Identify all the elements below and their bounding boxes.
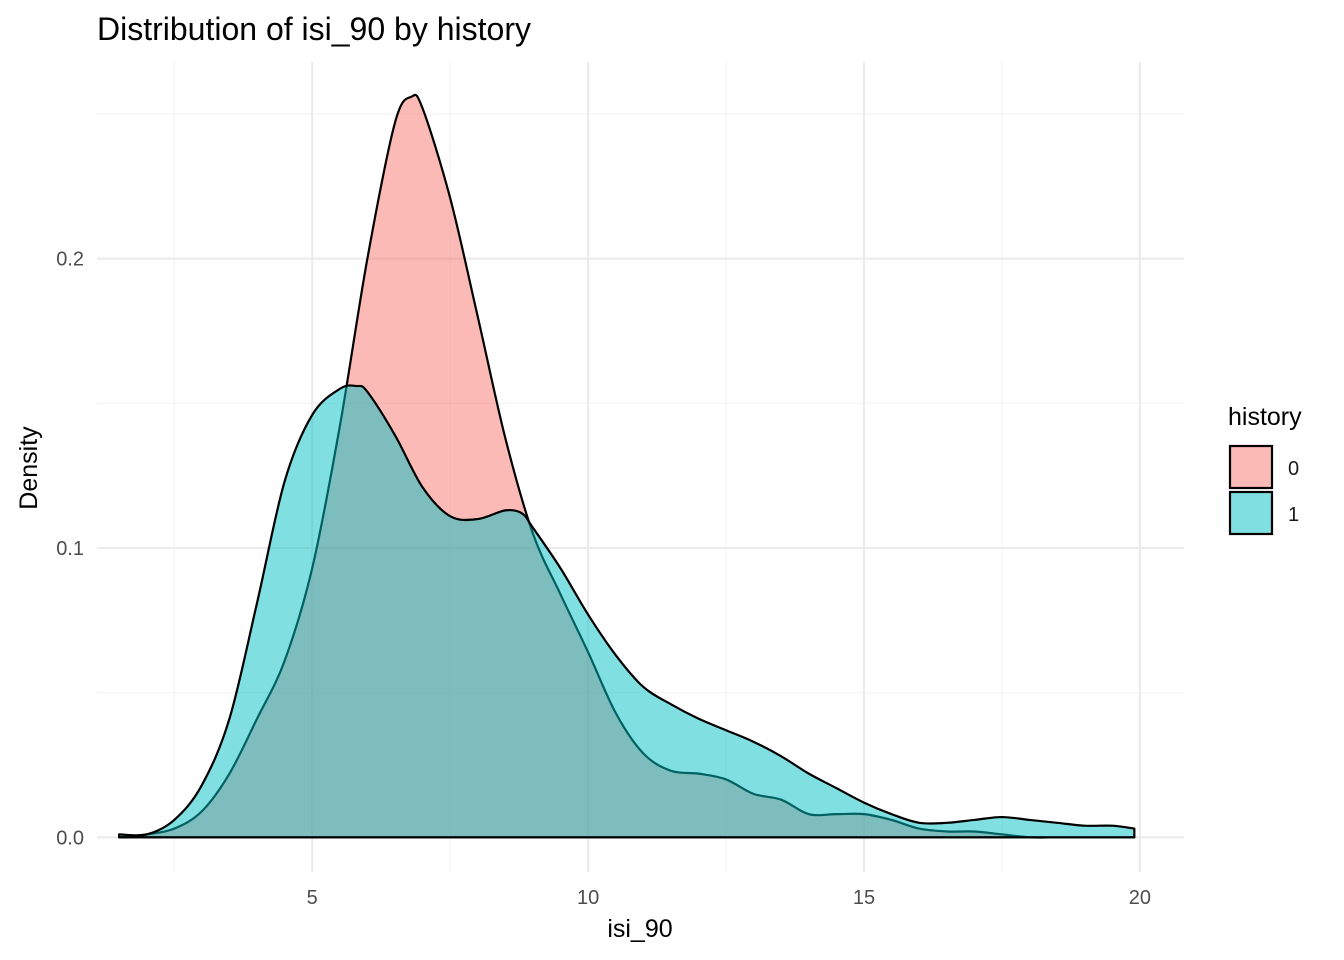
y-tick-label: 0.2 <box>56 249 84 271</box>
y-axis-title: Density <box>15 426 43 510</box>
legend-label-1: 1 <box>1288 504 1299 526</box>
x-axis-ticks: 5 10 15 20 <box>307 887 1151 909</box>
legend: history 0 1 <box>1228 403 1302 536</box>
x-tick-label: 20 <box>1129 887 1151 909</box>
density-area-history-1 <box>117 384 1136 839</box>
x-tick-label: 15 <box>853 887 875 909</box>
y-tick-label: 0.1 <box>56 538 84 560</box>
y-tick-label: 0.0 <box>56 827 84 849</box>
x-axis-title: isi_90 <box>607 915 672 943</box>
x-tick-label: 10 <box>577 887 599 909</box>
chart-title: Distribution of isi_90 by history <box>97 11 531 47</box>
x-tick-label: 5 <box>307 887 318 909</box>
legend-label-0: 0 <box>1288 458 1299 480</box>
legend-key-1 <box>1228 490 1274 536</box>
density-areas <box>117 93 1136 839</box>
y-axis-ticks: 0.0 0.1 0.2 <box>56 249 84 850</box>
legend-key-0 <box>1228 444 1274 490</box>
legend-title: history <box>1228 403 1302 431</box>
